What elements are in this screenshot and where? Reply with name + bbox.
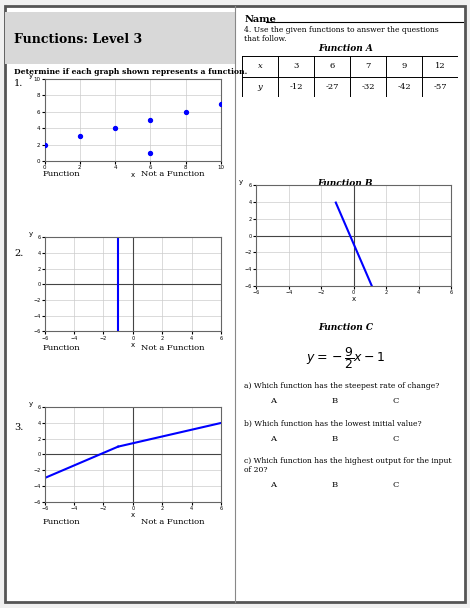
- Text: c) Which function has the highest output for the input: c) Which function has the highest output…: [244, 457, 452, 465]
- Text: Function B: Function B: [318, 179, 373, 188]
- Text: C: C: [392, 397, 399, 405]
- X-axis label: x: x: [131, 342, 135, 348]
- Text: Not a Function: Not a Function: [141, 344, 204, 351]
- Text: -57: -57: [433, 83, 447, 91]
- Text: 12: 12: [435, 62, 446, 71]
- Y-axis label: y: y: [29, 73, 32, 79]
- Text: Function: Function: [42, 344, 80, 351]
- Text: 2.: 2.: [14, 249, 24, 258]
- Text: B: B: [331, 481, 337, 489]
- FancyBboxPatch shape: [5, 6, 465, 602]
- Text: B: B: [331, 435, 337, 443]
- Text: A: A: [270, 435, 276, 443]
- Text: $y = -\dfrac{9}{2}x - 1$: $y = -\dfrac{9}{2}x - 1$: [306, 345, 385, 371]
- Point: [182, 107, 189, 117]
- Text: Not a Function: Not a Function: [141, 170, 204, 178]
- Point: [147, 148, 154, 158]
- Point: [111, 123, 119, 133]
- Point: [76, 132, 84, 142]
- Y-axis label: y: y: [29, 401, 32, 407]
- Text: y: y: [258, 83, 262, 91]
- X-axis label: x: x: [352, 296, 356, 302]
- Text: B: B: [331, 397, 337, 405]
- Text: Functions: Level 3: Functions: Level 3: [14, 33, 142, 46]
- Text: -12: -12: [290, 83, 303, 91]
- Text: Function: Function: [42, 170, 80, 178]
- Text: a) Which function has the steepest rate of change?: a) Which function has the steepest rate …: [244, 382, 440, 390]
- Point: [41, 140, 48, 150]
- Text: 3.: 3.: [14, 423, 24, 432]
- Text: Name: Name: [244, 15, 276, 24]
- Text: Function A: Function A: [318, 44, 373, 53]
- Point: [147, 116, 154, 125]
- Y-axis label: y: y: [238, 179, 243, 185]
- Text: -42: -42: [398, 83, 411, 91]
- Text: 1.: 1.: [14, 79, 24, 88]
- Text: C: C: [392, 435, 399, 443]
- Text: 7: 7: [366, 62, 371, 71]
- Point: [217, 98, 225, 108]
- X-axis label: x: x: [131, 512, 135, 518]
- Text: that follow.: that follow.: [244, 35, 287, 43]
- Text: 4. Use the given functions to answer the questions: 4. Use the given functions to answer the…: [244, 26, 439, 34]
- Text: Not a Function: Not a Function: [141, 518, 204, 526]
- Text: 6: 6: [329, 62, 335, 71]
- Text: -27: -27: [325, 83, 339, 91]
- X-axis label: x: x: [131, 171, 135, 178]
- Text: 3: 3: [293, 62, 299, 71]
- Text: x: x: [258, 62, 262, 71]
- Text: of 20?: of 20?: [244, 466, 268, 474]
- Text: A: A: [270, 397, 276, 405]
- Text: b) Which function has the lowest initial value?: b) Which function has the lowest initial…: [244, 420, 422, 427]
- Text: Function: Function: [42, 518, 80, 526]
- Text: Function C: Function C: [318, 323, 373, 333]
- Text: Determine if each graph shown represents a function.: Determine if each graph shown represents…: [14, 68, 247, 76]
- Y-axis label: y: y: [29, 231, 32, 237]
- Text: A: A: [270, 481, 276, 489]
- FancyBboxPatch shape: [5, 12, 235, 64]
- Text: 9: 9: [401, 62, 407, 71]
- Text: -32: -32: [361, 83, 375, 91]
- Text: C: C: [392, 481, 399, 489]
